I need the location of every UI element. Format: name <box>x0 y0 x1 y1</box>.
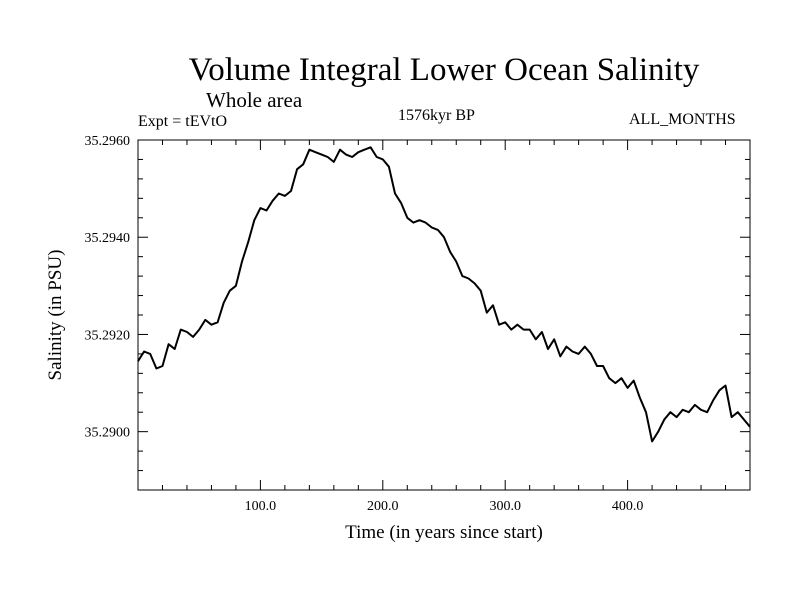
y-axis-title: Salinity (in PSU) <box>45 250 66 381</box>
y-tick-label: 35.2900 <box>85 426 131 441</box>
months-label: ALL_MONTHS <box>629 111 736 128</box>
y-tick-label: 35.2920 <box>85 328 131 343</box>
period-label: 1576kyr BP <box>398 107 475 124</box>
x-tick-label: 400.0 <box>612 499 644 514</box>
x-tick-label: 200.0 <box>367 499 399 514</box>
experiment-label: Expt = tEVtO <box>138 113 228 130</box>
x-tick-label: 100.0 <box>245 499 277 514</box>
y-tick-label: 35.2940 <box>85 231 131 246</box>
chart-subtitle: Whole area <box>206 88 303 112</box>
salinity-series-line <box>137 146 751 443</box>
tick-labels: 100.0 200.0 300.0 400.0 35.2900 35.2920 35.294… <box>85 134 644 514</box>
x-tick-label: 300.0 <box>489 499 521 514</box>
y-tick-label: 35.2960 <box>85 134 131 149</box>
x-axis-title: Time (in years since start) <box>345 522 543 543</box>
plot-frame <box>137 139 751 491</box>
chart-title: Volume Integral Lower Ocean Salinity <box>188 52 700 88</box>
tick-marks <box>137 139 751 491</box>
